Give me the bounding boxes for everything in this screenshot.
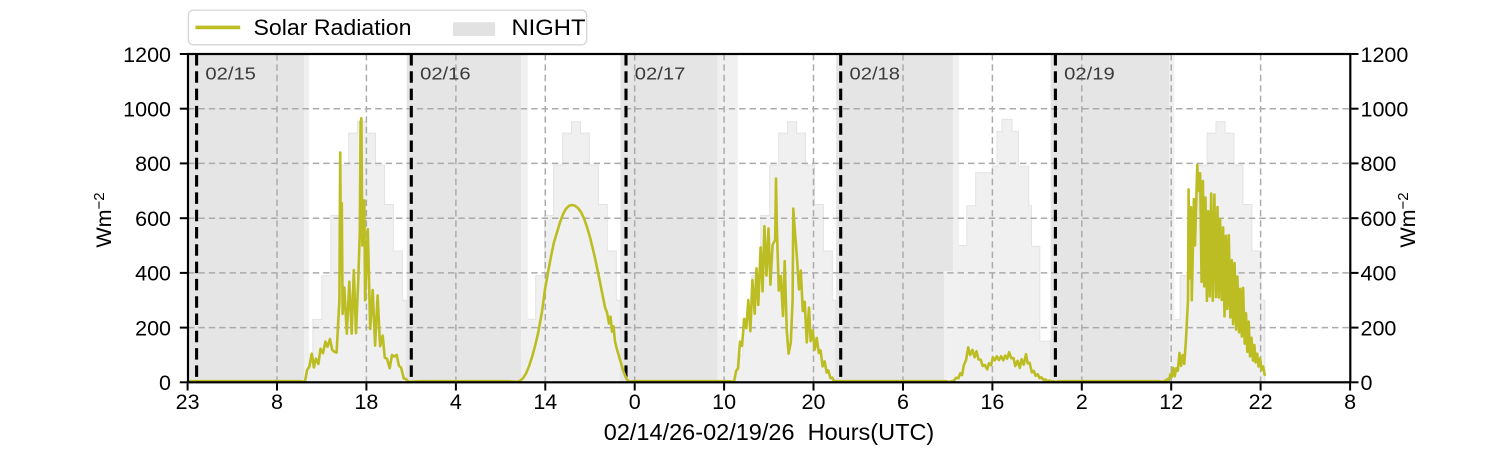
svg-text:800: 800 bbox=[1361, 152, 1397, 176]
svg-text:8: 8 bbox=[271, 390, 283, 414]
svg-text:0: 0 bbox=[159, 371, 171, 395]
svg-text:Wm−2: Wm−2 bbox=[91, 192, 116, 247]
svg-text:200: 200 bbox=[1361, 316, 1397, 340]
svg-text:1200: 1200 bbox=[1361, 43, 1409, 67]
svg-text:0: 0 bbox=[629, 390, 641, 414]
svg-text:18: 18 bbox=[354, 390, 378, 414]
svg-text:8: 8 bbox=[1344, 390, 1356, 414]
svg-text:6: 6 bbox=[897, 390, 909, 414]
svg-text:14: 14 bbox=[533, 390, 557, 414]
svg-text:2: 2 bbox=[1076, 390, 1088, 414]
svg-text:02/16: 02/16 bbox=[420, 64, 471, 84]
svg-text:200: 200 bbox=[135, 316, 171, 340]
svg-text:12: 12 bbox=[1159, 390, 1183, 414]
svg-text:02/14/26-02/19/26 Hours(UTC): 02/14/26-02/19/26 Hours(UTC) bbox=[604, 419, 934, 445]
svg-text:Solar Radiation: Solar Radiation bbox=[254, 15, 412, 40]
svg-text:600: 600 bbox=[135, 207, 171, 231]
svg-text:400: 400 bbox=[135, 262, 171, 286]
svg-text:23: 23 bbox=[176, 390, 200, 414]
svg-text:4: 4 bbox=[450, 390, 462, 414]
svg-text:02/19: 02/19 bbox=[1064, 64, 1115, 84]
svg-text:NIGHT: NIGHT bbox=[512, 15, 586, 40]
svg-text:400: 400 bbox=[1361, 262, 1397, 286]
svg-text:1000: 1000 bbox=[1361, 98, 1409, 122]
svg-text:16: 16 bbox=[980, 390, 1004, 414]
svg-text:1000: 1000 bbox=[123, 98, 171, 122]
svg-text:02/18: 02/18 bbox=[850, 64, 901, 84]
svg-text:10: 10 bbox=[712, 390, 736, 414]
svg-text:20: 20 bbox=[802, 390, 826, 414]
svg-text:800: 800 bbox=[135, 152, 171, 176]
svg-text:02/15: 02/15 bbox=[205, 64, 256, 84]
svg-text:02/17: 02/17 bbox=[635, 64, 686, 84]
svg-text:1200: 1200 bbox=[123, 43, 171, 67]
svg-text:22: 22 bbox=[1249, 390, 1273, 414]
svg-text:0: 0 bbox=[1361, 371, 1373, 395]
svg-text:600: 600 bbox=[1361, 207, 1397, 231]
